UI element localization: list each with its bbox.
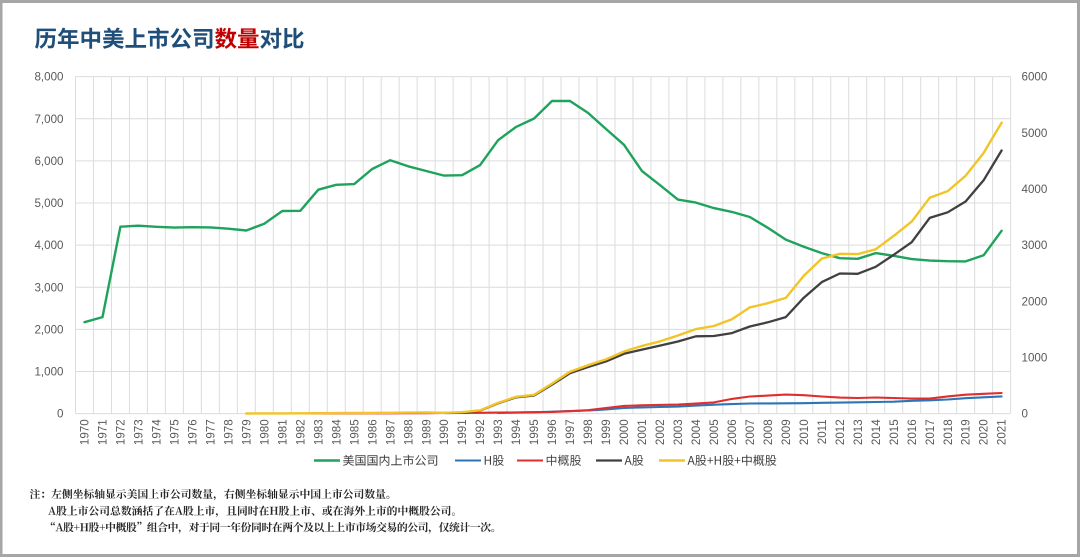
svg-text:2009: 2009 [780,419,793,445]
svg-text:1982: 1982 [294,419,307,445]
svg-text:2007: 2007 [744,419,757,445]
svg-text:2019: 2019 [960,419,973,445]
svg-text:2001: 2001 [636,419,649,445]
svg-text:1994: 1994 [510,419,523,445]
svg-text:8,000: 8,000 [34,71,63,84]
svg-text:3000: 3000 [1022,239,1048,252]
svg-text:1970: 1970 [79,419,92,445]
svg-text:1979: 1979 [240,419,253,445]
svg-text:2002: 2002 [654,419,667,445]
svg-text:1993: 1993 [492,419,505,445]
svg-text:1983: 1983 [312,419,325,445]
svg-text:1986: 1986 [366,419,379,445]
svg-text:1974: 1974 [151,419,164,445]
svg-text:1988: 1988 [402,419,415,445]
svg-text:2015: 2015 [888,419,901,445]
svg-text:5000: 5000 [1022,127,1048,140]
svg-text:2000: 2000 [618,419,631,445]
svg-text:1978: 1978 [222,419,235,445]
svg-text:1980: 1980 [258,419,271,445]
svg-text:2014: 2014 [870,419,883,445]
svg-text:1998: 1998 [582,419,595,445]
svg-text:2020: 2020 [978,419,991,445]
svg-text:2006: 2006 [726,419,739,445]
svg-text:2021: 2021 [996,419,1009,445]
svg-text:1999: 1999 [600,419,613,445]
svg-text:2016: 2016 [906,419,919,445]
svg-text:1987: 1987 [384,419,397,445]
svg-text:1,000: 1,000 [34,366,63,379]
svg-text:2010: 2010 [798,419,811,445]
svg-text:1995: 1995 [528,419,541,445]
svg-text:2,000: 2,000 [34,324,63,337]
svg-text:1992: 1992 [474,419,487,445]
svg-text:1996: 1996 [546,419,559,445]
svg-text:4000: 4000 [1022,183,1048,196]
svg-text:1989: 1989 [420,419,433,445]
svg-text:2013: 2013 [852,419,865,445]
svg-text:1990: 1990 [438,419,451,445]
svg-text:4,000: 4,000 [34,239,63,252]
svg-text:1971: 1971 [97,419,110,445]
svg-text:1976: 1976 [187,419,200,445]
svg-text:1000: 1000 [1022,352,1048,365]
svg-text:6000: 6000 [1022,71,1048,84]
svg-text:2008: 2008 [762,419,775,445]
svg-text:1981: 1981 [276,419,289,445]
svg-text:2004: 2004 [690,419,703,445]
svg-text:1984: 1984 [330,419,343,445]
svg-text:1972: 1972 [115,419,128,445]
svg-text:2000: 2000 [1022,295,1048,308]
svg-text:6,000: 6,000 [34,155,63,168]
svg-text:1973: 1973 [133,419,146,445]
svg-text:2005: 2005 [708,419,721,445]
svg-text:0: 0 [57,408,63,421]
svg-text:0: 0 [1022,408,1028,421]
svg-text:2011: 2011 [816,419,829,444]
svg-text:5,000: 5,000 [34,197,63,210]
svg-text:2012: 2012 [834,419,847,445]
svg-text:1975: 1975 [169,419,182,445]
svg-text:1977: 1977 [205,419,218,445]
svg-text:1991: 1991 [456,419,469,445]
svg-text:7,000: 7,000 [34,113,63,126]
svg-text:1997: 1997 [564,419,577,445]
svg-text:3,000: 3,000 [34,281,63,294]
svg-text:2017: 2017 [924,419,937,445]
svg-text:2003: 2003 [672,419,685,445]
svg-text:1985: 1985 [348,419,361,445]
svg-text:2018: 2018 [942,419,955,445]
